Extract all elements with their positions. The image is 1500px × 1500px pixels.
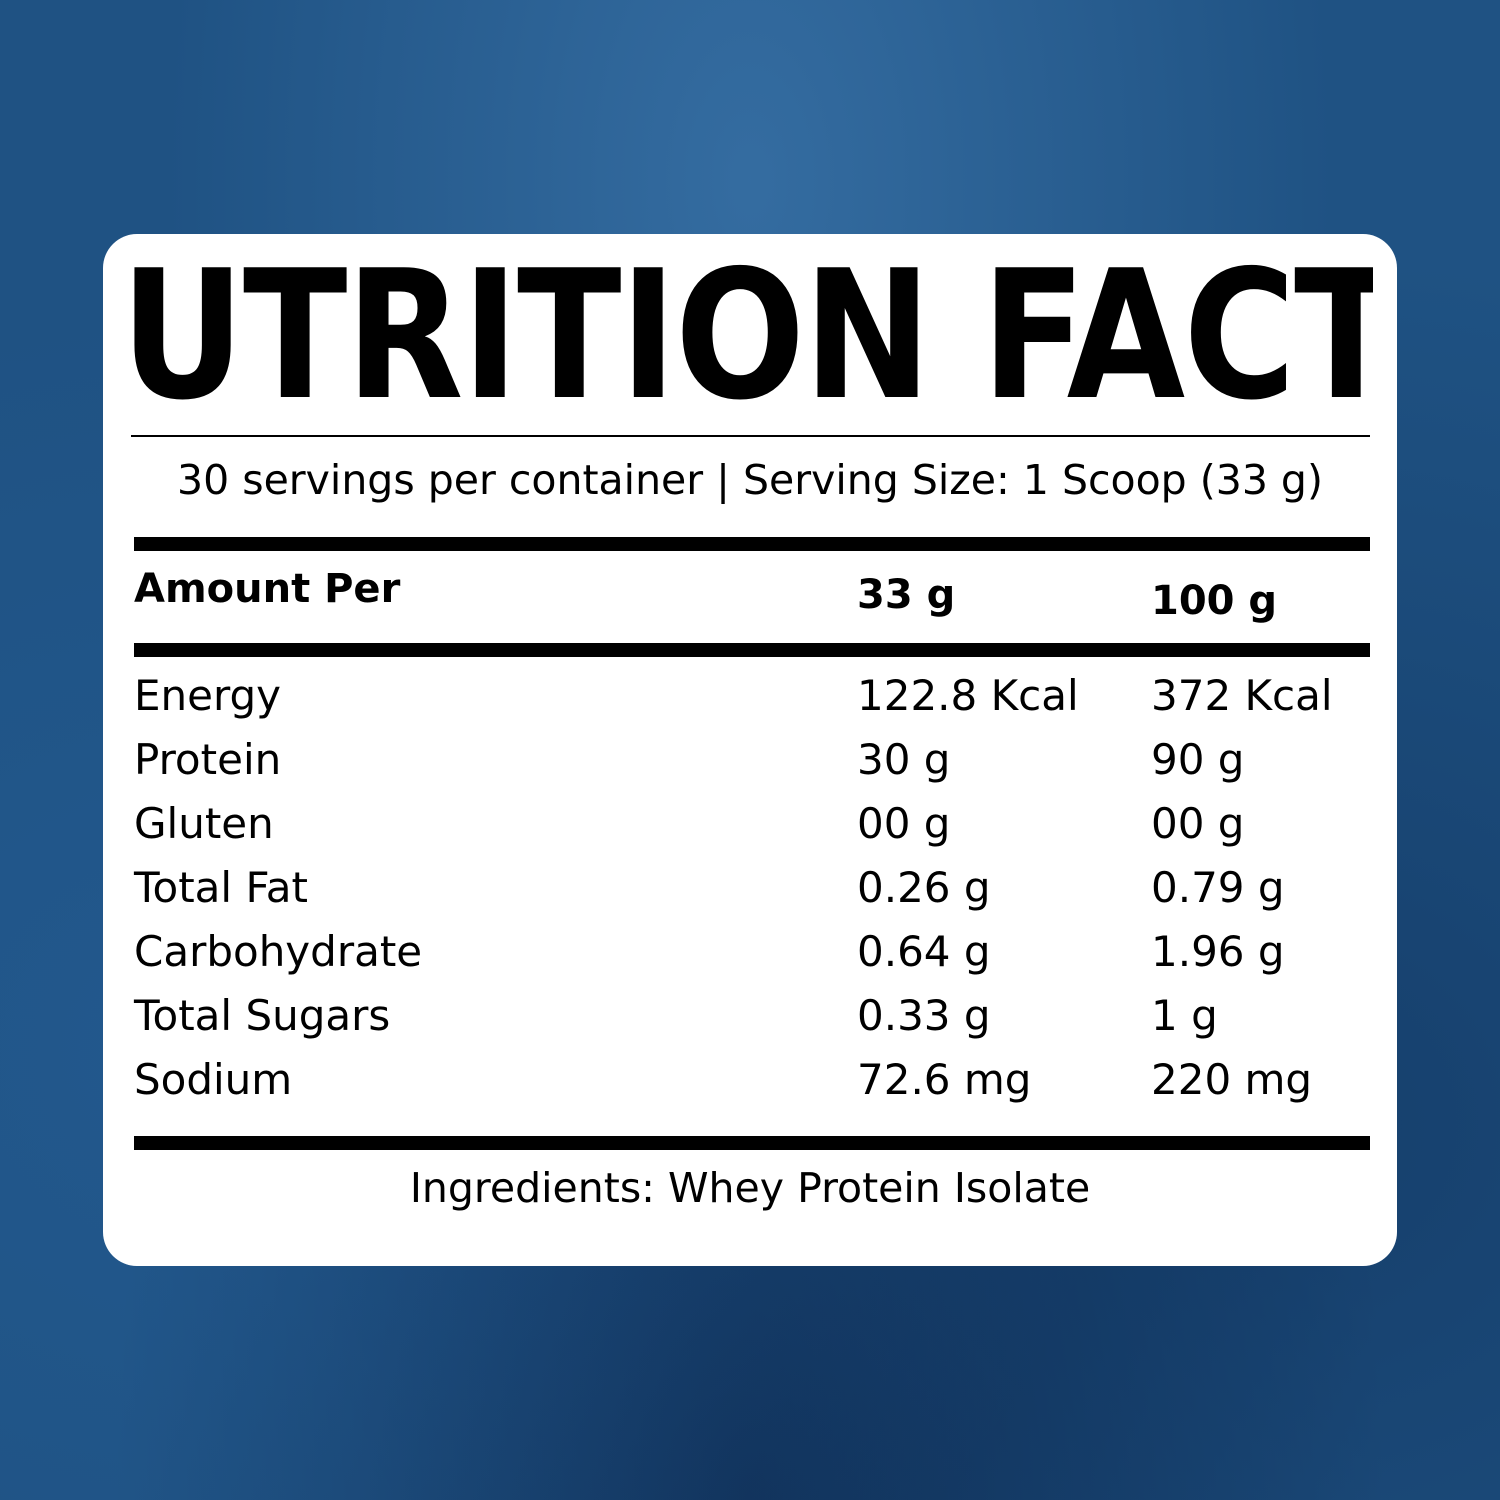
title-divider: [131, 435, 1370, 437]
nutrient-per-serving: 0.64 g: [857, 927, 991, 976]
nutrient-row-protein: Protein 30 g 90 g: [134, 728, 1370, 792]
ingredients-text: Ingredients: Whey Protein Isolate: [409, 1164, 1091, 1212]
nutrient-name: Total Fat: [134, 863, 308, 912]
header-top-bar: [134, 537, 1370, 551]
header-bottom-bar: [134, 643, 1370, 657]
nutrient-row-energy: Energy 122.8 Kcal 372 Kcal: [134, 664, 1370, 728]
nutrient-per-100g: 00 g: [1151, 799, 1245, 848]
nutrient-per-serving: 122.8 Kcal: [857, 671, 1079, 720]
nutrient-name: Total Sugars: [134, 991, 391, 1040]
nutrient-per-100g: 372 Kcal: [1151, 671, 1333, 720]
nutrient-name: Protein: [134, 735, 282, 784]
nutrient-row-total-sugars: Total Sugars 0.33 g 1 g: [134, 984, 1370, 1048]
per-100g-header: 100 g: [1151, 578, 1278, 624]
amount-per-header: Amount Per: [134, 566, 401, 612]
nutrient-per-100g: 220 mg: [1151, 1055, 1313, 1104]
nutrition-label-card: NUTRITION FACTS 30 servings per containe…: [103, 234, 1397, 1266]
nutrient-per-serving: 30 g: [857, 735, 951, 784]
nutrient-row-gluten: Gluten 00 g 00 g: [134, 792, 1370, 856]
nutrient-per-serving: 0.33 g: [857, 991, 991, 1040]
nutrient-per-100g: 0.79 g: [1151, 863, 1285, 912]
label-title: NUTRITION FACTS: [127, 246, 1373, 426]
per-serving-header: 33 g: [857, 572, 956, 618]
nutrient-name: Gluten: [134, 799, 274, 848]
nutrient-per-100g: 90 g: [1151, 735, 1245, 784]
nutrient-row-total-fat: Total Fat 0.26 g 0.79 g: [134, 856, 1370, 920]
nutrient-per-serving: 00 g: [857, 799, 951, 848]
nutrient-per-serving: 72.6 mg: [857, 1055, 1032, 1104]
table-bottom-bar: [134, 1136, 1370, 1150]
nutrient-per-serving: 0.26 g: [857, 863, 991, 912]
serving-info: 30 servings per container | Serving Size…: [177, 456, 1323, 504]
nutrient-name: Energy: [134, 671, 282, 720]
nutrient-per-100g: 1.96 g: [1151, 927, 1285, 976]
nutrient-row-sodium: Sodium 72.6 mg 220 mg: [134, 1048, 1370, 1112]
nutrient-per-100g: 1 g: [1151, 991, 1218, 1040]
nutrient-name: Sodium: [134, 1055, 293, 1104]
nutrient-table: Energy 122.8 Kcal 372 Kcal Protein 30 g …: [134, 664, 1370, 1112]
nutrient-name: Carbohydrate: [134, 927, 423, 976]
label-title-wrap: NUTRITION FACTS: [127, 246, 1373, 426]
nutrient-row-carbohydrate: Carbohydrate 0.64 g 1.96 g: [134, 920, 1370, 984]
